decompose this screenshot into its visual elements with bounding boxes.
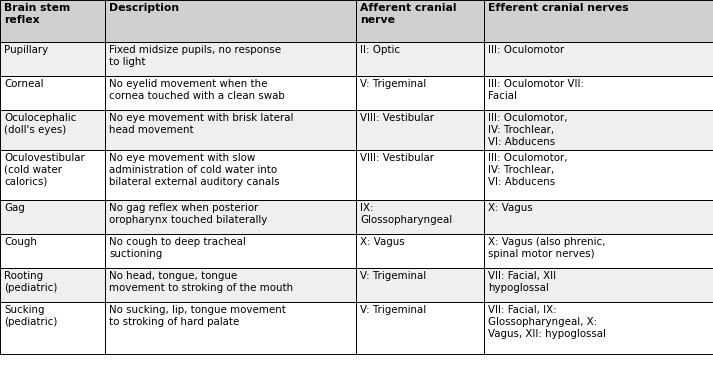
Bar (484, 302, 713, 354)
Bar (105, 150, 356, 200)
Bar (0, 110, 105, 150)
Bar (356, 234, 484, 268)
Bar (105, 268, 356, 302)
Bar (356, 76, 484, 110)
Text: Efferent cranial nerves: Efferent cranial nerves (488, 3, 629, 13)
Bar (105, 42, 356, 76)
Text: X: Vagus (also phrenic,
spinal motor nerves): X: Vagus (also phrenic, spinal motor ner… (488, 237, 605, 259)
Text: V: Trigeminal: V: Trigeminal (360, 305, 426, 315)
Bar (105, 200, 356, 234)
Text: II: Optic: II: Optic (360, 45, 400, 55)
Text: No cough to deep tracheal
suctioning: No cough to deep tracheal suctioning (109, 237, 246, 259)
Text: Brain stem
reflex: Brain stem reflex (4, 3, 71, 25)
Text: IX:
Glossopharyngeal: IX: Glossopharyngeal (360, 203, 452, 225)
Text: No eye movement with slow
administration of cold water into
bilateral external a: No eye movement with slow administration… (109, 153, 279, 187)
Bar (105, 234, 356, 268)
Text: VIII: Vestibular: VIII: Vestibular (360, 113, 434, 123)
Bar (0, 268, 105, 302)
Text: VII: Facial, IX:
Glossopharyngeal, X:
Vagus, XII: hypoglossal: VII: Facial, IX: Glossopharyngeal, X: Va… (488, 305, 606, 339)
Text: III: Oculomotor,
IV: Trochlear,
VI: Abducens: III: Oculomotor, IV: Trochlear, VI: Abdu… (488, 113, 568, 147)
Text: V: Trigeminal: V: Trigeminal (360, 271, 426, 281)
Text: No head, tongue, tongue
movement to stroking of the mouth: No head, tongue, tongue movement to stro… (109, 271, 293, 293)
Bar (484, 268, 713, 302)
Bar (356, 110, 484, 150)
Bar (356, 0, 484, 42)
Text: X: Vagus: X: Vagus (360, 237, 404, 247)
Bar (105, 110, 356, 150)
Text: No eyelid movement when the
cornea touched with a clean swab: No eyelid movement when the cornea touch… (109, 79, 284, 101)
Text: Sucking
(pediatric): Sucking (pediatric) (4, 305, 57, 327)
Text: Gag: Gag (4, 203, 25, 213)
Bar (0, 200, 105, 234)
Bar (484, 76, 713, 110)
Text: Afferent cranial
nerve: Afferent cranial nerve (360, 3, 456, 25)
Text: VIII: Vestibular: VIII: Vestibular (360, 153, 434, 163)
Bar (484, 234, 713, 268)
Bar (0, 150, 105, 200)
Bar (105, 76, 356, 110)
Bar (356, 268, 484, 302)
Text: VII: Facial, XII
hypoglossal: VII: Facial, XII hypoglossal (488, 271, 556, 293)
Text: Fixed midsize pupils, no response
to light: Fixed midsize pupils, no response to lig… (109, 45, 281, 67)
Text: Rooting
(pediatric): Rooting (pediatric) (4, 271, 57, 293)
Text: Cough: Cough (4, 237, 37, 247)
Text: III: Oculomotor VII:
Facial: III: Oculomotor VII: Facial (488, 79, 584, 101)
Bar (356, 200, 484, 234)
Bar (0, 302, 105, 354)
Bar (0, 42, 105, 76)
Bar (0, 76, 105, 110)
Bar (356, 302, 484, 354)
Bar (0, 0, 105, 42)
Text: III: Oculomotor: III: Oculomotor (488, 45, 564, 55)
Text: No eye movement with brisk lateral
head movement: No eye movement with brisk lateral head … (109, 113, 293, 135)
Text: V: Trigeminal: V: Trigeminal (360, 79, 426, 89)
Text: Corneal: Corneal (4, 79, 43, 89)
Bar (484, 0, 713, 42)
Text: X: Vagus: X: Vagus (488, 203, 533, 213)
Text: No sucking, lip, tongue movement
to stroking of hard palate: No sucking, lip, tongue movement to stro… (109, 305, 286, 327)
Text: No gag reflex when posterior
oropharynx touched bilaterally: No gag reflex when posterior oropharynx … (109, 203, 267, 225)
Bar (356, 42, 484, 76)
Bar (356, 150, 484, 200)
Bar (484, 200, 713, 234)
Text: III: Oculomotor,
IV: Trochlear,
VI: Abducens: III: Oculomotor, IV: Trochlear, VI: Abdu… (488, 153, 568, 187)
Text: Pupillary: Pupillary (4, 45, 48, 55)
Bar (105, 302, 356, 354)
Text: Oculocephalic
(doll's eyes): Oculocephalic (doll's eyes) (4, 113, 76, 135)
Bar (484, 42, 713, 76)
Text: Oculovestibular
(cold water
calorics): Oculovestibular (cold water calorics) (4, 153, 85, 187)
Bar (0, 234, 105, 268)
Bar (105, 0, 356, 42)
Bar (484, 110, 713, 150)
Bar (484, 150, 713, 200)
Text: Description: Description (109, 3, 179, 13)
